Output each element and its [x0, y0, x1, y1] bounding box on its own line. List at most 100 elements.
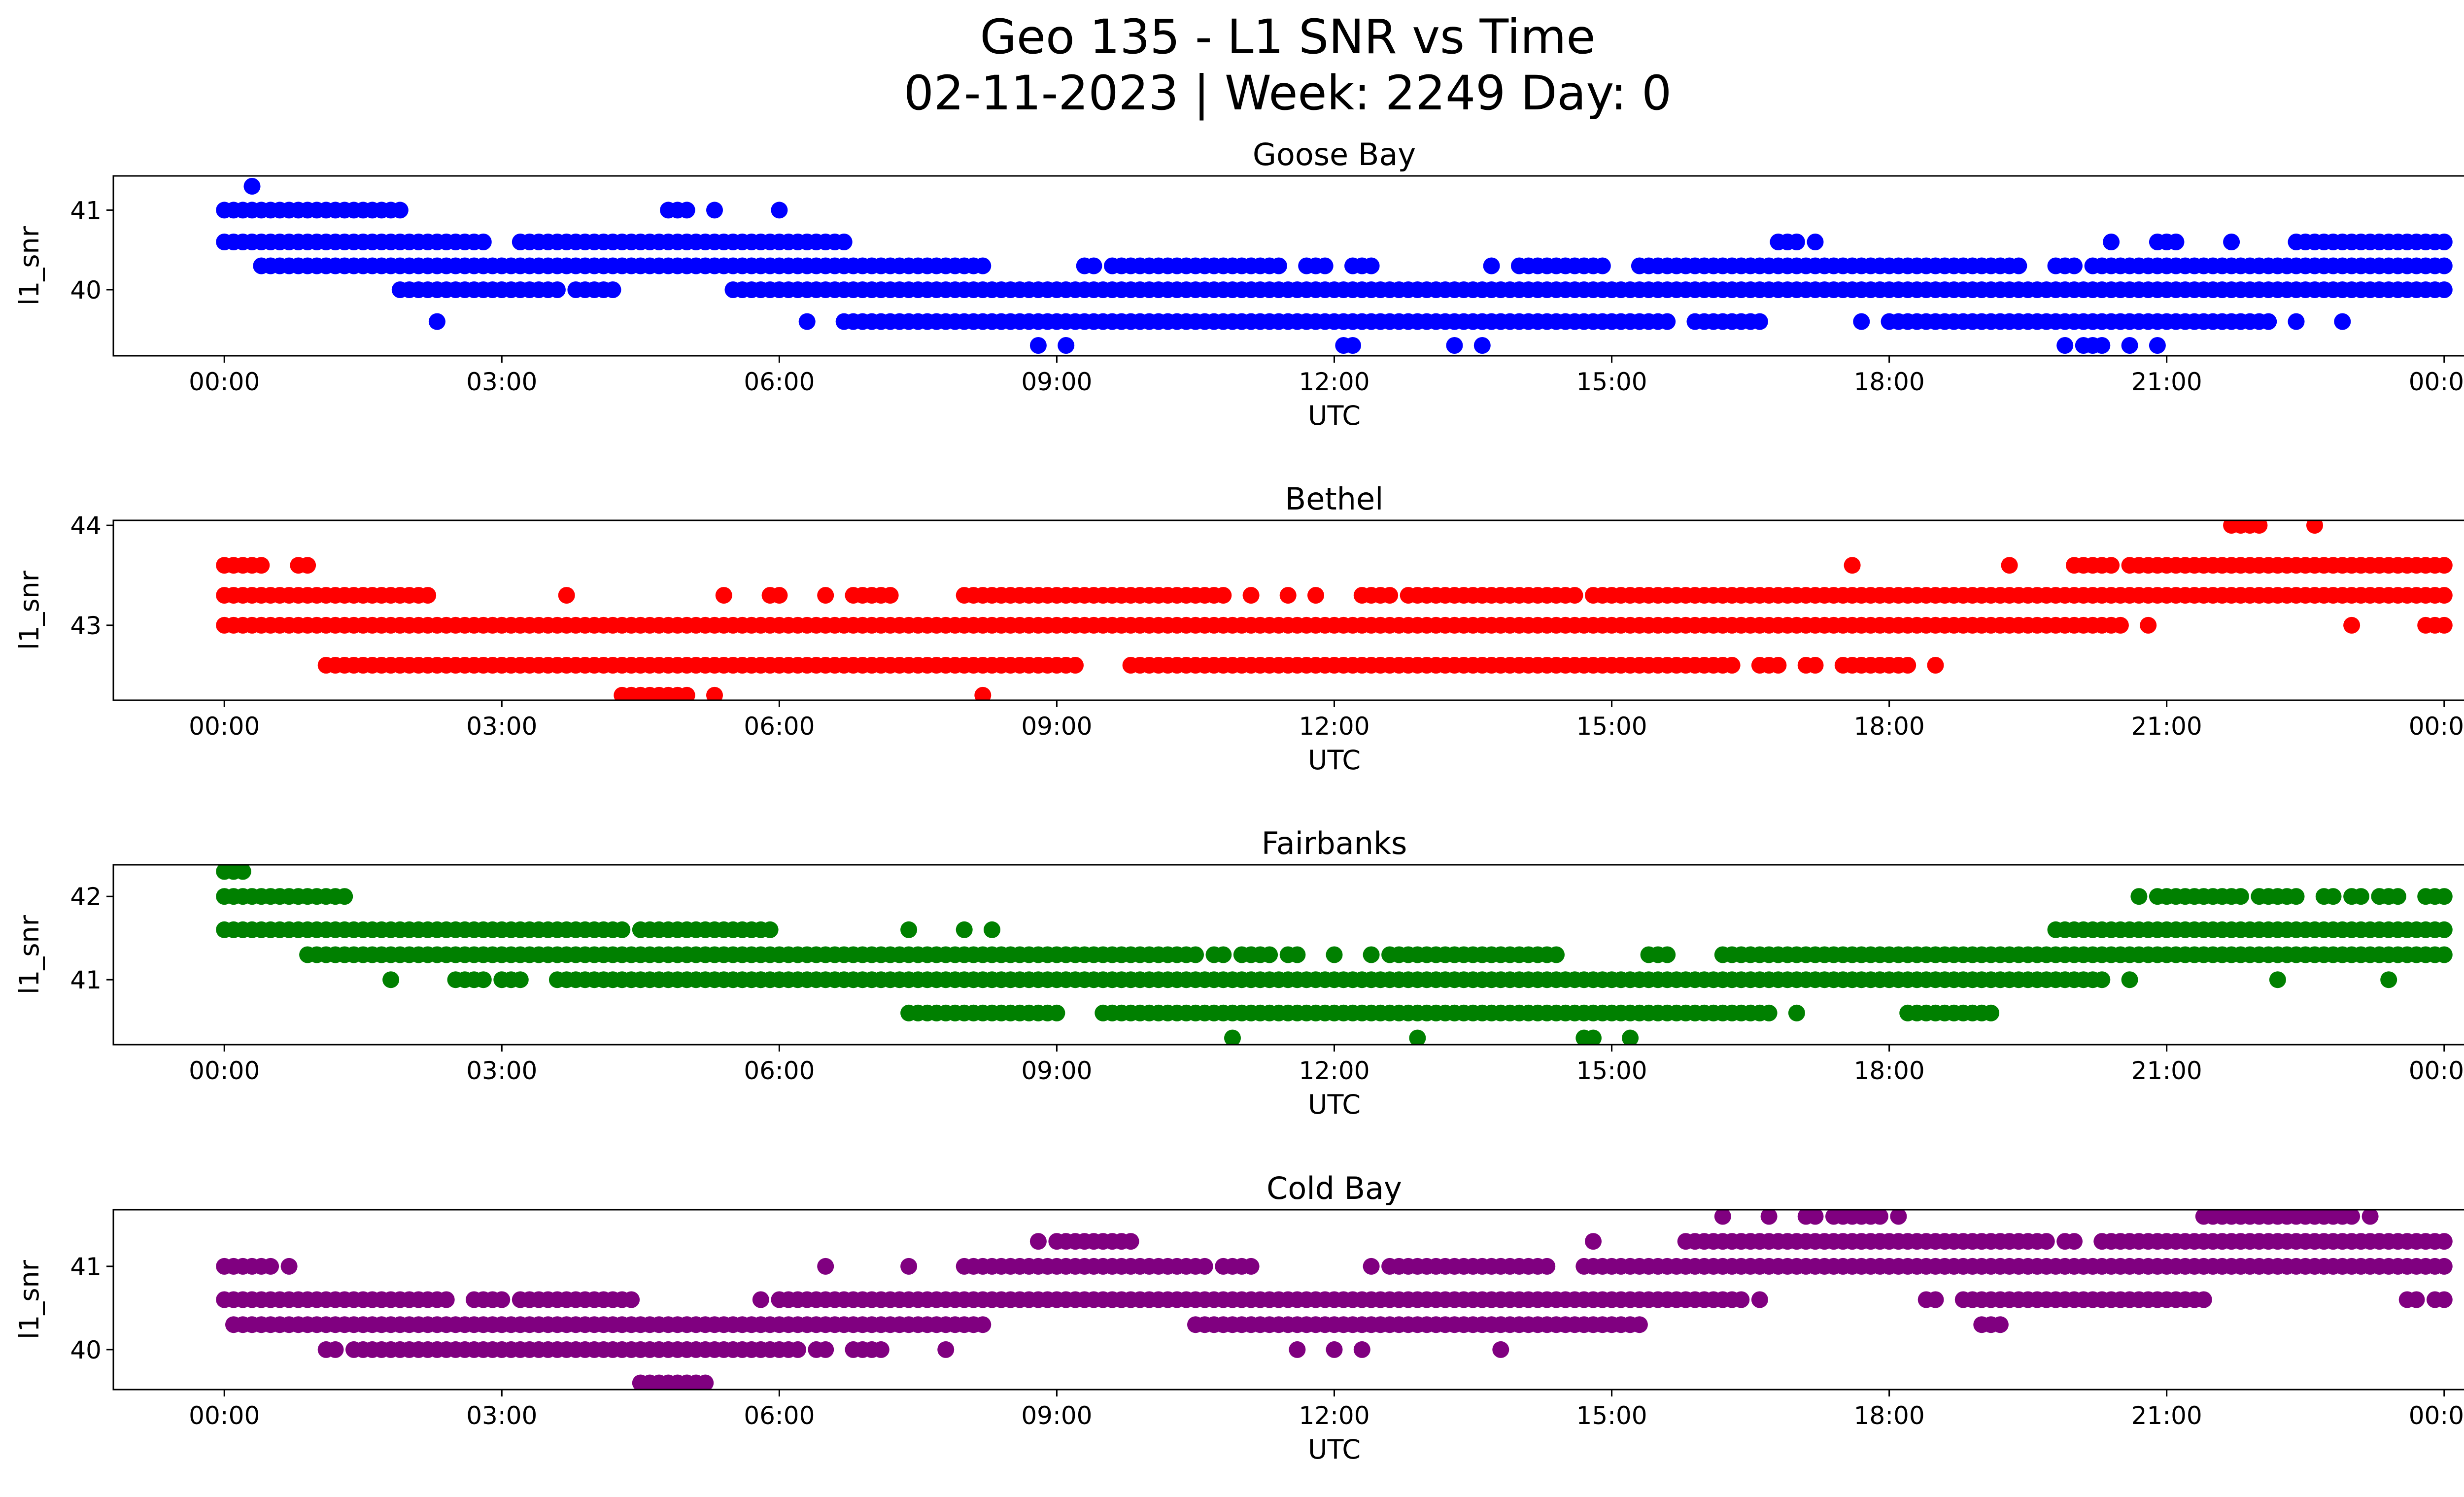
data-point — [984, 921, 1000, 938]
data-point — [974, 686, 992, 700]
data-point — [882, 587, 899, 604]
data-point — [1058, 337, 1075, 354]
data-point — [2130, 888, 2148, 905]
data-point — [678, 686, 695, 700]
data-point — [1289, 1341, 1306, 1358]
data-point — [1807, 234, 1824, 250]
data-point — [2260, 313, 2277, 330]
x-tick-label: 15:00 — [1576, 1056, 1647, 1085]
data-point — [872, 1341, 890, 1358]
data-point — [614, 921, 631, 938]
x-axis-label: UTC — [1308, 745, 1361, 776]
data-point — [1770, 657, 1787, 674]
data-point — [428, 313, 445, 330]
x-axis-label: UTC — [1308, 1089, 1361, 1120]
x-tick-label: 03:00 — [466, 1401, 537, 1430]
panel-bethel: Bethel 00:00 03:00 06:00 09:00 12:00 15:00 18:0… — [14, 481, 2464, 776]
data-point — [1983, 1004, 2000, 1021]
panels-group: Goose Bay 00:00 03:00 06:00 09:00 12:00 15:00 1… — [14, 136, 2464, 1465]
x-tick-label: 12:00 — [1299, 712, 1369, 741]
data-point — [1714, 1210, 1731, 1225]
data-point — [623, 1291, 640, 1308]
x-tick-label: 09:00 — [1021, 712, 1092, 741]
y-tick-label: 40 — [70, 276, 102, 305]
data-point — [1363, 946, 1380, 963]
data-point — [2066, 257, 2083, 274]
y-axis-label: l1_snr — [14, 570, 45, 650]
data-point — [1483, 257, 1500, 274]
panel-fairbanks: Fairbanks 00:00 03:00 06:00 09:00 12:00 15:00 1… — [14, 825, 2464, 1120]
data-point — [1751, 1291, 1768, 1308]
data-point — [817, 587, 834, 604]
data-point — [761, 921, 779, 938]
data-point — [2093, 337, 2111, 354]
data-point — [262, 1258, 279, 1275]
data-point — [752, 1291, 769, 1308]
data-point — [1409, 1029, 1426, 1045]
x-tick-label: 00:00 — [189, 1056, 260, 1085]
data-point — [1899, 657, 1916, 674]
data-point — [1363, 257, 1380, 274]
data-point — [771, 587, 788, 604]
data-point — [1215, 946, 1232, 963]
data-point — [1844, 557, 1861, 574]
data-point — [2361, 1210, 2379, 1225]
scatter-points — [216, 520, 2453, 700]
data-point — [1492, 1341, 1509, 1358]
y-axis-label: l1_snr — [14, 1259, 45, 1339]
data-point — [2149, 337, 2166, 354]
data-point — [2343, 616, 2361, 634]
data-point — [715, 587, 732, 604]
scatter-points — [216, 1210, 2453, 1390]
data-point — [1261, 946, 1278, 963]
data-point — [1029, 337, 1047, 354]
data-point — [2010, 257, 2027, 274]
data-point — [1733, 1291, 1750, 1308]
data-point — [835, 234, 853, 250]
data-point — [2103, 557, 2120, 574]
data-point — [2352, 888, 2369, 905]
data-point — [475, 971, 492, 988]
data-point — [1289, 946, 1306, 963]
data-point — [798, 313, 816, 330]
data-point — [604, 281, 621, 298]
data-point — [2288, 313, 2305, 330]
data-point — [2288, 888, 2305, 905]
data-point — [974, 1316, 992, 1333]
data-point — [1788, 234, 1805, 250]
data-point — [2103, 234, 2120, 250]
data-point — [2223, 234, 2240, 250]
data-point — [327, 1341, 344, 1358]
x-tick-label: 03:00 — [466, 368, 537, 396]
x-tick-label: 21:00 — [2131, 368, 2202, 396]
data-point — [2435, 1233, 2453, 1250]
x-tick-label: 21:00 — [2131, 712, 2202, 741]
data-point — [419, 587, 437, 604]
chart-title-line-1: Geo 135 - L1 SNR vs Time — [980, 9, 1596, 65]
data-point — [1326, 1341, 1343, 1358]
x-tick-label: 00:00 — [189, 368, 260, 396]
data-point — [243, 178, 261, 195]
x-tick-label: 21:00 — [2131, 1056, 2202, 1085]
panel-title: Cold Bay — [1266, 1170, 1402, 1206]
x-axis-label: UTC — [1308, 400, 1361, 431]
data-point — [1326, 946, 1343, 963]
data-point — [1085, 257, 1102, 274]
data-point — [1871, 1210, 1888, 1225]
data-point — [1446, 337, 1463, 354]
x-tick-label: 09:00 — [1021, 1401, 1092, 1430]
panel-title: Goose Bay — [1253, 136, 1416, 172]
data-point — [1242, 587, 1260, 604]
data-point — [1585, 1029, 1602, 1045]
panel-goose-bay: Goose Bay 00:00 03:00 06:00 09:00 12:00 15:00 1… — [14, 136, 2464, 431]
data-point — [2269, 971, 2286, 988]
data-point — [771, 202, 788, 219]
data-point — [1473, 337, 1491, 354]
data-point — [1585, 1233, 1602, 1250]
x-tick-label: 00:00 — [2409, 368, 2464, 396]
x-tick-label: 15:00 — [1576, 712, 1647, 741]
data-point — [2251, 520, 2268, 534]
data-point — [1548, 946, 1565, 963]
x-tick-label: 09:00 — [1021, 1056, 1092, 1085]
